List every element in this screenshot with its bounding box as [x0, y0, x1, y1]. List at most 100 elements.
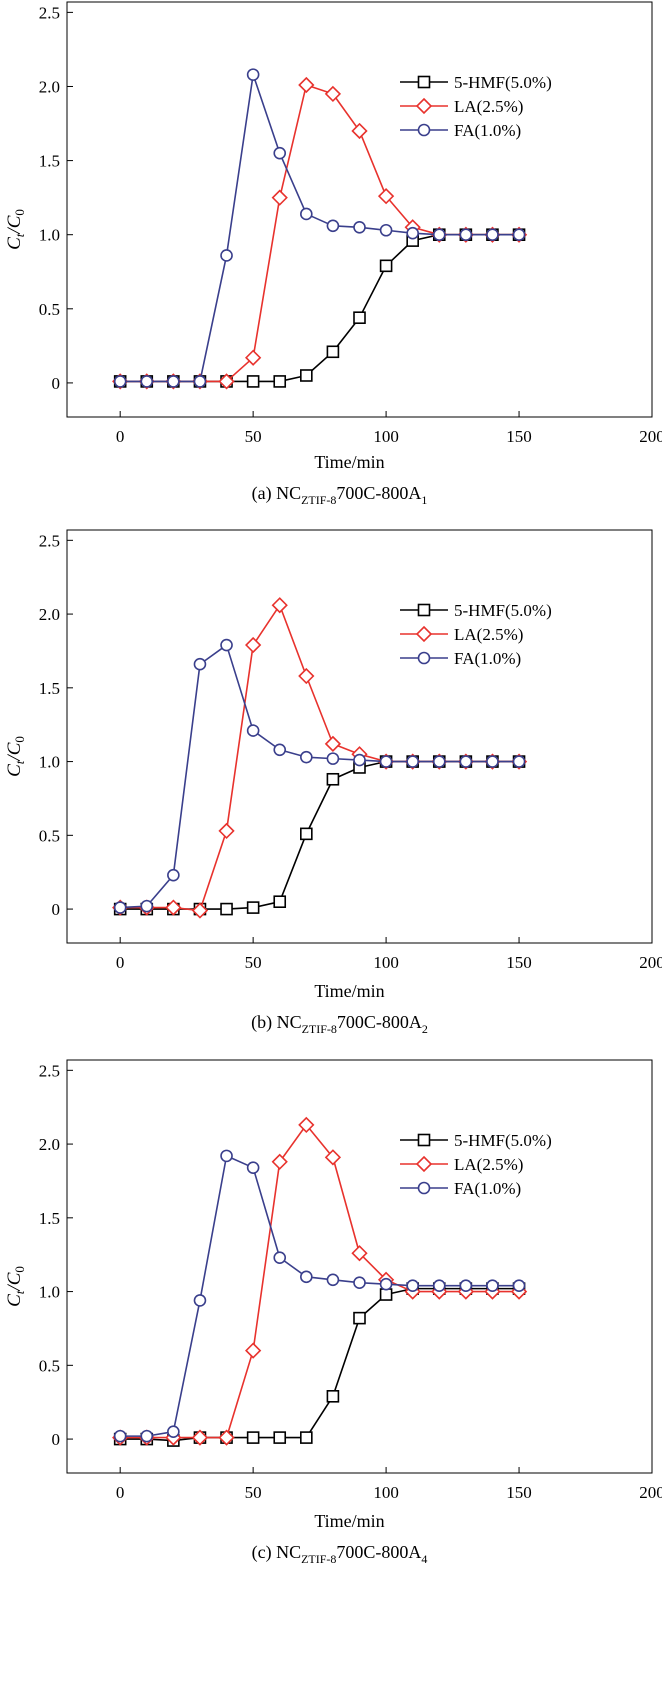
data-point: [246, 1431, 260, 1444]
data-point: [459, 228, 473, 241]
x-tick-label: 0: [116, 427, 125, 446]
data-point: [220, 1149, 233, 1163]
data-point: [246, 724, 260, 737]
data-point: [300, 750, 313, 764]
series-line: [120, 1155, 520, 1437]
chart-panel-2: 0 50 100 150 200 0 0.5 1.0 1.5 2.0 2.5 Time/min Ct/C…: [4, 529, 662, 1036]
data-point: [220, 902, 233, 916]
series-line: [120, 644, 520, 909]
series-line: [120, 73, 520, 383]
data-point: [379, 1288, 393, 1301]
data-point: [246, 68, 260, 81]
y-tick-label: 2.0: [39, 77, 60, 96]
data-point: [379, 223, 393, 237]
y-tick-label: 0.5: [39, 300, 60, 319]
data-point: [246, 901, 260, 914]
data-point: [512, 1279, 526, 1292]
legend-label: 5-HMF(5.0%): [454, 601, 552, 620]
data-point: [273, 1431, 287, 1444]
data-point: [300, 1270, 313, 1284]
data-point: [326, 752, 340, 765]
legend-marker: [415, 625, 433, 643]
panel-caption: (a) NCZTIF-8700C-800A1: [252, 483, 428, 507]
series-circle: [113, 1149, 526, 1443]
chart-panel-1: 0 50 100 150 200 0 0.5 1.0 1.5 2.0 2.5 Time/min Ct/C…: [4, 1, 662, 507]
data-point: [191, 902, 209, 919]
data-point: [324, 85, 342, 103]
data-point: [165, 899, 182, 916]
data-point: [191, 1429, 209, 1446]
data-point: [245, 636, 262, 654]
data-point: [353, 1311, 366, 1325]
panel-caption: (c) NCZTIF-8700C-800A4: [252, 1542, 428, 1566]
legend-entry: 5-HMF(5.0%): [400, 601, 552, 620]
legend-label: 5-HMF(5.0%): [454, 1131, 552, 1150]
legend-marker: [417, 123, 431, 137]
data-point: [167, 1425, 180, 1438]
data-point: [271, 1153, 288, 1170]
plot-frame: [66, 1059, 653, 1474]
data-point: [218, 1429, 235, 1446]
data-point: [140, 1429, 154, 1443]
y-tick-label: 1.0: [39, 1283, 60, 1302]
data-point: [432, 228, 446, 241]
data-point: [324, 735, 342, 753]
data-point: [459, 1279, 473, 1292]
data-point: [432, 755, 446, 768]
plot-frame: [66, 1, 653, 418]
data-point: [140, 375, 154, 388]
legend-entry: FA(1.0%): [400, 649, 521, 668]
data-point: [353, 753, 366, 767]
legend-label: LA(2.5%): [454, 625, 523, 644]
y-tick-label: 0: [52, 1430, 61, 1449]
data-point: [406, 226, 419, 240]
data-point: [379, 755, 393, 768]
legend-entry: 5-HMF(5.0%): [400, 1131, 552, 1150]
data-point: [193, 375, 207, 388]
data-point: [377, 188, 395, 205]
series-line: [120, 233, 520, 383]
data-point: [113, 375, 127, 388]
data-point: [300, 1431, 313, 1444]
y-tick-label: 0: [52, 374, 61, 393]
legend-label: FA(1.0%): [454, 1179, 521, 1198]
data-point: [113, 1429, 127, 1443]
x-tick-label: 150: [506, 1483, 532, 1502]
data-point: [432, 1279, 446, 1292]
legend-entry: LA(2.5%): [400, 97, 523, 116]
data-point: [300, 827, 313, 841]
plot-frame: [66, 529, 653, 944]
data-point: [246, 375, 260, 388]
legend-entry: FA(1.0%): [400, 1179, 521, 1198]
legend-marker: [415, 1155, 433, 1173]
data-point: [326, 219, 340, 233]
data-point: [486, 228, 499, 241]
legend-marker: [417, 603, 431, 617]
data-point: [218, 373, 235, 390]
data-point: [326, 1390, 340, 1403]
series-circle: [113, 638, 526, 914]
data-point: [246, 1161, 260, 1174]
legend-marker: [417, 1133, 431, 1147]
y-tick-label: 0.5: [39, 826, 60, 845]
x-tick-label: 50: [245, 1483, 262, 1502]
data-point: [245, 1342, 262, 1359]
x-tick-label: 150: [506, 427, 532, 446]
data-point: [459, 755, 473, 768]
data-point: [406, 1279, 419, 1292]
y-tick-label: 2.5: [39, 1061, 60, 1080]
y-tick-label: 1.0: [39, 753, 60, 772]
legend-label: LA(2.5%): [454, 1155, 523, 1174]
y-tick-label: 1.5: [39, 1209, 60, 1228]
x-tick-label: 50: [245, 953, 262, 972]
panel-caption: (b) NCZTIF-8700C-800A2: [251, 1012, 428, 1036]
chart-panel-3: 0 50 100 150 200 0 0.5 1.0 1.5 2.0 2.5 Time/min Ct/C…: [4, 1059, 662, 1566]
legend-label: LA(2.5%): [454, 97, 523, 116]
data-point: [273, 375, 287, 388]
data-point: [300, 369, 313, 382]
y-axis-label: Ct/C0: [4, 736, 27, 777]
series-circle: [113, 68, 526, 388]
x-tick-label: 100: [373, 427, 399, 446]
legend-label: FA(1.0%): [454, 649, 521, 668]
data-point: [351, 1245, 368, 1262]
